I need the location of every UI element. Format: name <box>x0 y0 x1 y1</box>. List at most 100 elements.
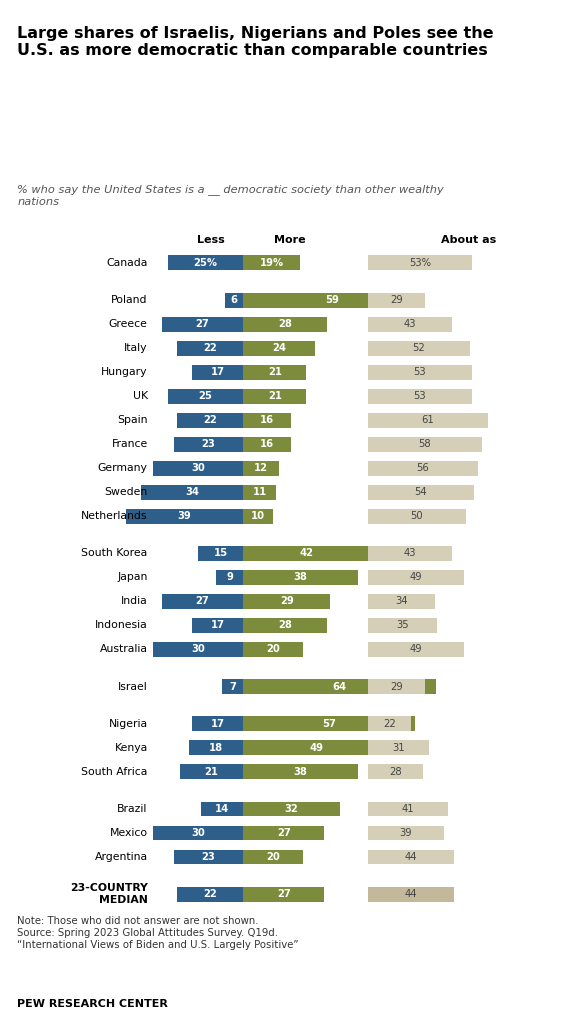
Bar <box>174 850 243 864</box>
Text: 30: 30 <box>191 828 205 838</box>
Text: 16: 16 <box>260 415 274 425</box>
Text: Germany: Germany <box>98 463 148 473</box>
Bar <box>368 509 466 523</box>
Text: 49: 49 <box>409 644 422 654</box>
Text: Less: Less <box>197 234 225 245</box>
Text: 29: 29 <box>280 596 294 606</box>
Text: 38: 38 <box>294 767 307 777</box>
Text: 20: 20 <box>266 852 280 862</box>
Text: 27: 27 <box>277 889 291 899</box>
Text: 18: 18 <box>209 742 223 753</box>
Bar <box>189 740 243 756</box>
Bar <box>368 679 425 694</box>
Text: Japan: Japan <box>118 572 148 583</box>
Bar <box>243 484 276 500</box>
Text: Nigeria: Nigeria <box>108 719 148 729</box>
Bar <box>368 293 425 307</box>
Bar <box>243 825 324 841</box>
Text: 27: 27 <box>277 828 291 838</box>
Text: Hungary: Hungary <box>101 368 148 377</box>
Bar <box>368 341 470 355</box>
Bar <box>368 887 455 902</box>
Text: Mexico: Mexico <box>109 828 148 838</box>
Text: 28: 28 <box>278 621 292 631</box>
Bar <box>243 436 291 452</box>
Bar <box>368 642 464 656</box>
Text: 56: 56 <box>416 463 429 473</box>
Text: 30: 30 <box>191 644 205 654</box>
Text: 53: 53 <box>413 391 426 401</box>
Bar <box>368 825 445 841</box>
Text: 41: 41 <box>402 804 415 814</box>
Bar <box>243 642 303 656</box>
Bar <box>243 293 421 307</box>
Bar <box>368 413 488 428</box>
Text: Kenya: Kenya <box>115 742 148 753</box>
Bar <box>243 594 331 609</box>
Bar <box>368 389 472 403</box>
Bar <box>201 802 243 816</box>
Text: 61: 61 <box>422 415 434 425</box>
Text: 39: 39 <box>400 828 412 838</box>
Text: India: India <box>121 596 148 606</box>
Text: 25: 25 <box>199 391 212 401</box>
Text: 10: 10 <box>251 511 265 521</box>
Text: 57: 57 <box>322 719 336 729</box>
Bar <box>368 594 435 609</box>
Text: 6: 6 <box>230 295 237 305</box>
Bar <box>368 740 428 756</box>
Text: 34: 34 <box>185 487 199 497</box>
Text: 64: 64 <box>332 682 347 691</box>
Bar <box>153 642 243 656</box>
Bar <box>368 617 437 633</box>
Text: France: France <box>111 439 148 450</box>
Text: Sweden: Sweden <box>104 487 148 497</box>
Text: 23: 23 <box>201 439 215 450</box>
Bar <box>368 764 423 779</box>
Bar <box>192 617 243 633</box>
Bar <box>192 717 243 731</box>
Text: 28: 28 <box>278 319 292 329</box>
Text: 29: 29 <box>390 295 402 305</box>
Text: 16: 16 <box>260 439 274 450</box>
Bar <box>222 679 243 694</box>
Bar <box>168 255 243 270</box>
Text: 27: 27 <box>196 319 210 329</box>
Text: % who say the United States is a __ democratic society than other wealthy
nation: % who say the United States is a __ demo… <box>17 184 444 207</box>
Bar <box>168 389 243 403</box>
Bar <box>368 461 478 475</box>
Text: 54: 54 <box>415 487 427 497</box>
Bar <box>243 389 306 403</box>
Bar <box>243 764 358 779</box>
Text: 49: 49 <box>409 572 422 583</box>
Bar <box>243 740 391 756</box>
Bar <box>243 717 415 731</box>
Text: 11: 11 <box>252 487 267 497</box>
Text: 32: 32 <box>284 804 298 814</box>
Text: 27: 27 <box>196 596 210 606</box>
Text: About as: About as <box>441 234 497 245</box>
Text: 17: 17 <box>211 719 225 729</box>
Bar <box>243 802 339 816</box>
Bar <box>368 484 474 500</box>
Text: 35: 35 <box>396 621 408 631</box>
Bar <box>368 850 455 864</box>
Bar <box>192 365 243 380</box>
Text: More: More <box>274 234 305 245</box>
Text: 14: 14 <box>215 804 229 814</box>
Text: 23-COUNTRY
MEDIAN: 23-COUNTRY MEDIAN <box>70 884 148 905</box>
Text: 49: 49 <box>310 742 324 753</box>
Bar <box>368 546 452 561</box>
Text: 21: 21 <box>204 767 218 777</box>
Bar <box>243 341 316 355</box>
Text: 42: 42 <box>299 549 313 558</box>
Text: 30: 30 <box>191 463 205 473</box>
Text: 38: 38 <box>294 572 307 583</box>
Text: Netherlands: Netherlands <box>81 511 148 521</box>
Text: 58: 58 <box>419 439 431 450</box>
Bar <box>174 436 243 452</box>
Text: 17: 17 <box>211 621 225 631</box>
Text: 59: 59 <box>325 295 339 305</box>
Text: Spain: Spain <box>117 415 148 425</box>
Bar <box>177 413 243 428</box>
